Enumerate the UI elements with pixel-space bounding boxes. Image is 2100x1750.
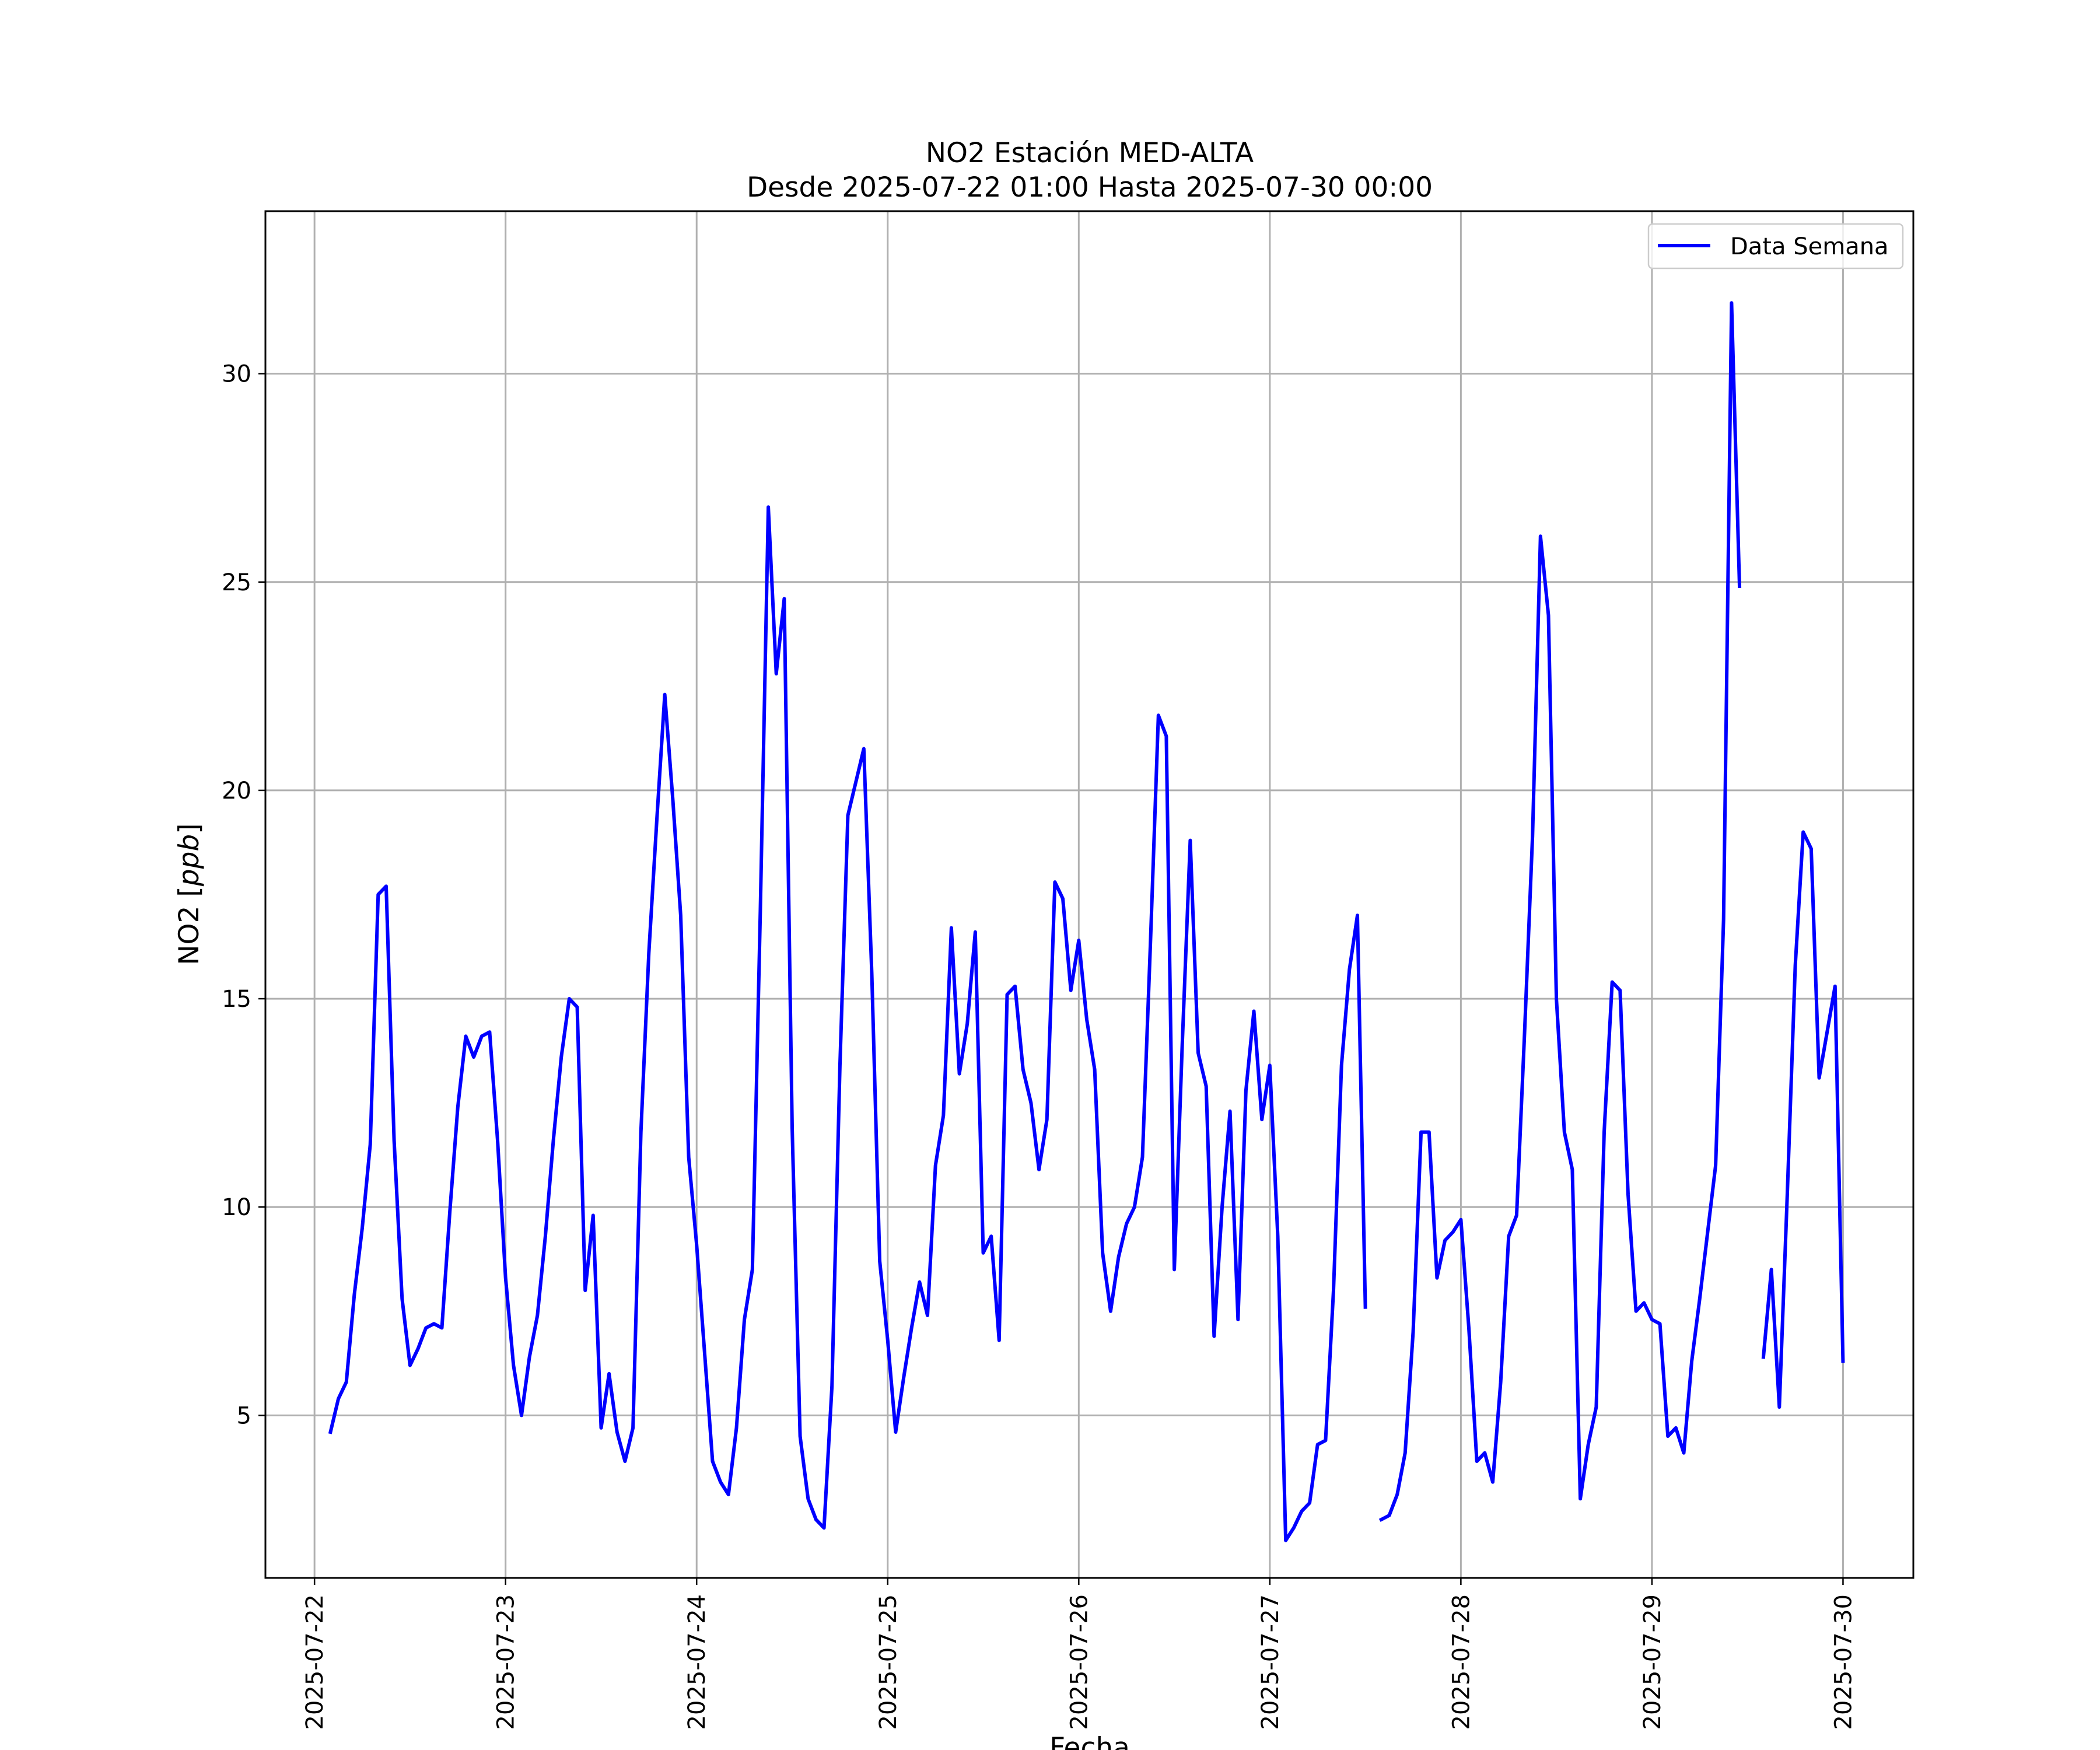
chart-title: NO2 Estación MED-ALTA	[926, 137, 1254, 169]
plot-frame	[264, 210, 1915, 1579]
x-tick-label-2025-07-24: 2025-07-24	[684, 1594, 710, 1730]
x-tick-label-2025-07-27: 2025-07-27	[1257, 1594, 1284, 1730]
x-tick-label-2025-07-23: 2025-07-23	[493, 1594, 520, 1730]
x-tick-label-2025-07-22: 2025-07-22	[302, 1594, 328, 1730]
x-axis-label: Fecha	[1049, 1732, 1130, 1750]
x-tick-label-2025-07-28: 2025-07-28	[1448, 1594, 1475, 1730]
y-tick-label-10: 10	[222, 1194, 251, 1221]
legend-box	[1647, 223, 1904, 270]
series-line-segment-1	[328, 505, 1367, 1542]
y-tick-label-30: 30	[222, 361, 251, 388]
y-tick-label-20: 20	[222, 778, 251, 804]
legend: Data Semana	[1647, 223, 1904, 270]
x-tick-label-2025-07-25: 2025-07-25	[875, 1594, 902, 1730]
x-tick-label-2025-07-29: 2025-07-29	[1639, 1594, 1666, 1730]
y-axis-label-main: NO2 [	[173, 886, 205, 965]
series-lines	[328, 301, 1845, 1542]
y-axis-label-unit: ppb	[173, 834, 205, 887]
legend-label: Data Semana	[1730, 233, 1889, 260]
y-tick-label-25: 25	[222, 569, 251, 596]
y-axis-ticks: 5 10 15 20 25 30	[222, 361, 265, 1429]
y-tick-label-15: 15	[222, 986, 251, 1013]
series-line-segment-3	[1761, 830, 1845, 1409]
x-tick-label-2025-07-26: 2025-07-26	[1066, 1594, 1093, 1730]
x-axis-ticks: 2025-07-22 2025-07-23 2025-07-24 2025-07-25…	[302, 1578, 1857, 1730]
y-tick-label-5: 5	[237, 1402, 251, 1429]
series-line-segment-2	[1378, 301, 1742, 1522]
x-tick-label-2025-07-30: 2025-07-30	[1830, 1594, 1857, 1730]
y-axis-label: NO2 [ppb]	[173, 823, 205, 965]
y-axis-label-end: ]	[173, 823, 205, 834]
chart-subtitle: Desde 2025-07-22 01:00 Hasta 2025-07-30 …	[747, 172, 1433, 204]
